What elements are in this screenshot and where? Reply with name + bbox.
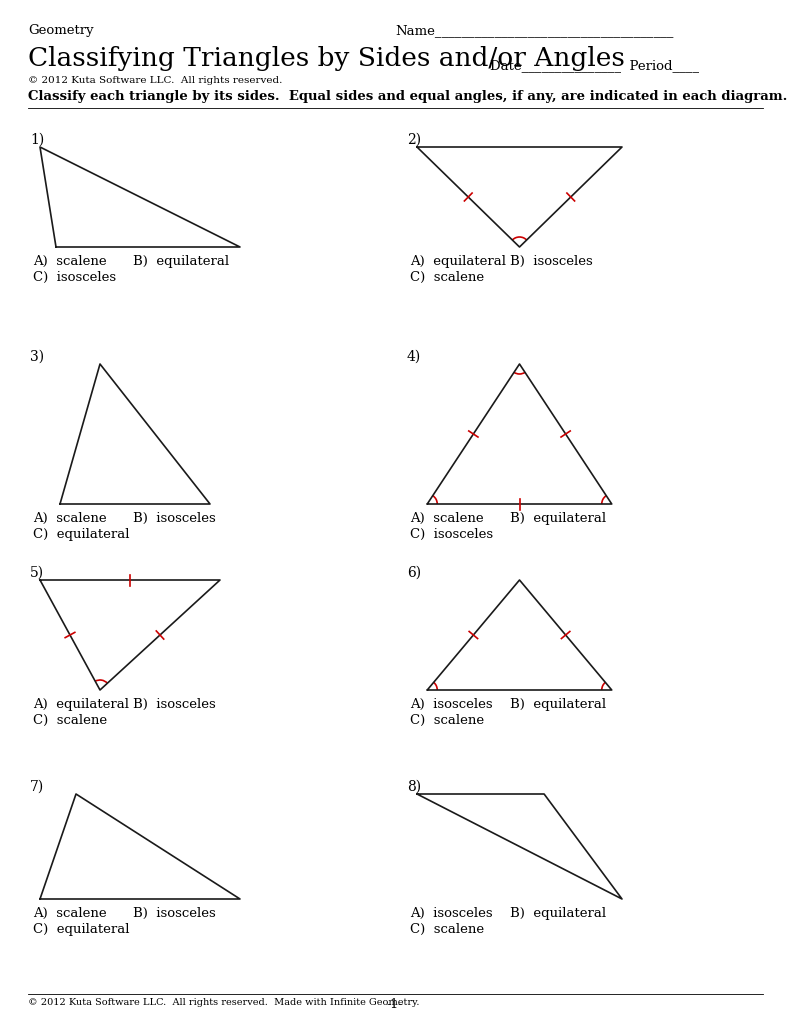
Text: C)  scalene: C) scalene <box>410 271 484 284</box>
Text: © 2012 Kuta Software LLC.  All rights reserved.  Made with Infinite Geometry.: © 2012 Kuta Software LLC. All rights res… <box>28 998 419 1007</box>
Text: A)  isosceles: A) isosceles <box>410 698 493 711</box>
Text: B)  equilateral: B) equilateral <box>133 255 229 268</box>
Text: 8): 8) <box>407 780 421 794</box>
Text: 7): 7) <box>30 780 44 794</box>
Text: C)  scalene: C) scalene <box>410 714 484 727</box>
Text: C)  isosceles: C) isosceles <box>33 271 116 284</box>
Text: C)  equilateral: C) equilateral <box>33 923 130 936</box>
Text: -1-: -1- <box>387 998 403 1011</box>
Text: © 2012 Kuta Software LLC.  All rights reserved.: © 2012 Kuta Software LLC. All rights res… <box>28 76 282 85</box>
Text: A)  equilateral: A) equilateral <box>410 255 506 268</box>
Text: B)  equilateral: B) equilateral <box>510 698 606 711</box>
Text: B)  isosceles: B) isosceles <box>133 512 216 525</box>
Text: A)  scalene: A) scalene <box>410 512 483 525</box>
Text: 5): 5) <box>30 566 44 580</box>
Text: Date_______________  Period____: Date_______________ Period____ <box>490 59 699 72</box>
Text: A)  scalene: A) scalene <box>33 907 107 920</box>
Text: Name____________________________________: Name____________________________________ <box>395 24 673 37</box>
Text: A)  scalene: A) scalene <box>33 255 107 268</box>
Text: 1): 1) <box>30 133 44 147</box>
Text: B)  isosceles: B) isosceles <box>133 698 216 711</box>
Text: B)  equilateral: B) equilateral <box>510 512 606 525</box>
Text: C)  scalene: C) scalene <box>410 923 484 936</box>
Text: 4): 4) <box>407 350 422 364</box>
Text: C)  isosceles: C) isosceles <box>410 528 493 541</box>
Text: 6): 6) <box>407 566 421 580</box>
Text: B)  isosceles: B) isosceles <box>510 255 592 268</box>
Text: Classify each triangle by its sides.  Equal sides and equal angles, if any, are : Classify each triangle by its sides. Equ… <box>28 90 787 103</box>
Text: B)  equilateral: B) equilateral <box>510 907 606 920</box>
Text: A)  scalene: A) scalene <box>33 512 107 525</box>
Text: 3): 3) <box>30 350 44 364</box>
Text: Geometry: Geometry <box>28 24 93 37</box>
Text: A)  isosceles: A) isosceles <box>410 907 493 920</box>
Text: C)  equilateral: C) equilateral <box>33 528 130 541</box>
Text: B)  isosceles: B) isosceles <box>133 907 216 920</box>
Text: Classifying Triangles by Sides and/or Angles: Classifying Triangles by Sides and/or An… <box>28 46 625 71</box>
Text: 2): 2) <box>407 133 421 147</box>
Text: C)  scalene: C) scalene <box>33 714 107 727</box>
Text: A)  equilateral: A) equilateral <box>33 698 129 711</box>
